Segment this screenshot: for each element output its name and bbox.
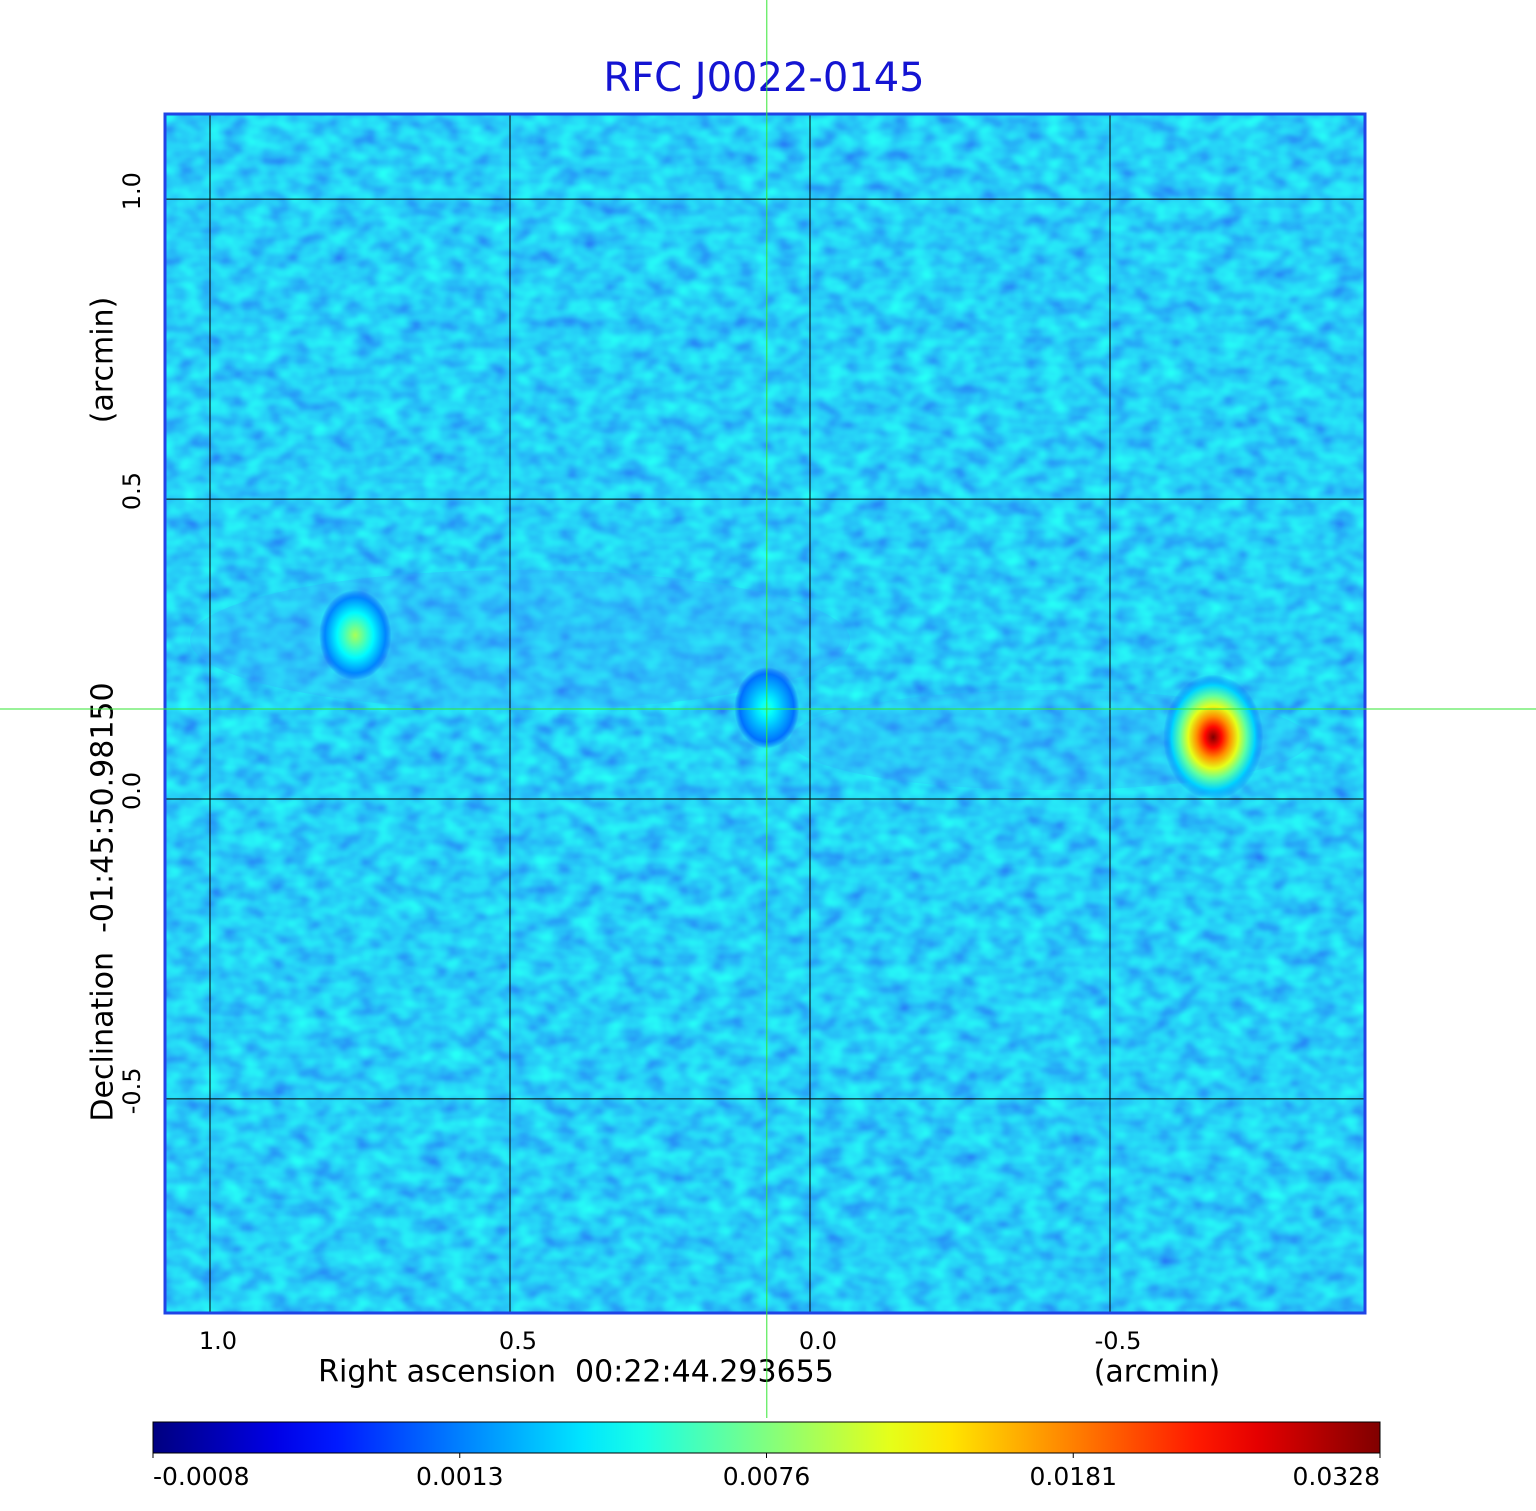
x-tick-label: 0.5 [499, 1327, 537, 1355]
y-tick-label: 0.5 [118, 472, 146, 510]
y-axis-label: Declination -01:45:50.98150 [86, 682, 121, 1121]
chart-title: RFC J0022-0145 [603, 55, 924, 101]
x-axis-label: Right ascension 00:22:44.293655 [318, 1355, 834, 1390]
source [1163, 674, 1264, 800]
colorbar-tick-label: 0.0013 [416, 1462, 503, 1491]
plot-frame [163, 112, 1367, 1315]
colorbar-tick-label: 0.0328 [1293, 1462, 1380, 1491]
x-tick-label: 0.0 [799, 1327, 837, 1355]
x-axis-unit: (arcmin) [1094, 1355, 1221, 1390]
colorbar-tick-label: 0.0181 [1030, 1462, 1117, 1491]
y-tick-label: 0.0 [118, 772, 146, 810]
source [318, 589, 392, 681]
colorbar-tick-label: 0.0076 [723, 1462, 810, 1491]
x-tick-label: -0.5 [1095, 1327, 1142, 1355]
colorbar [152, 1421, 1381, 1454]
y-tick-label: -0.5 [118, 1067, 146, 1114]
colorbar-tick-label: -0.0008 [153, 1462, 250, 1491]
y-axis-unit: (arcmin) [86, 297, 121, 424]
plot-area [165, 114, 1365, 1313]
x-tick-label: 1.0 [199, 1327, 237, 1355]
y-tick-label: 1.0 [118, 172, 146, 210]
